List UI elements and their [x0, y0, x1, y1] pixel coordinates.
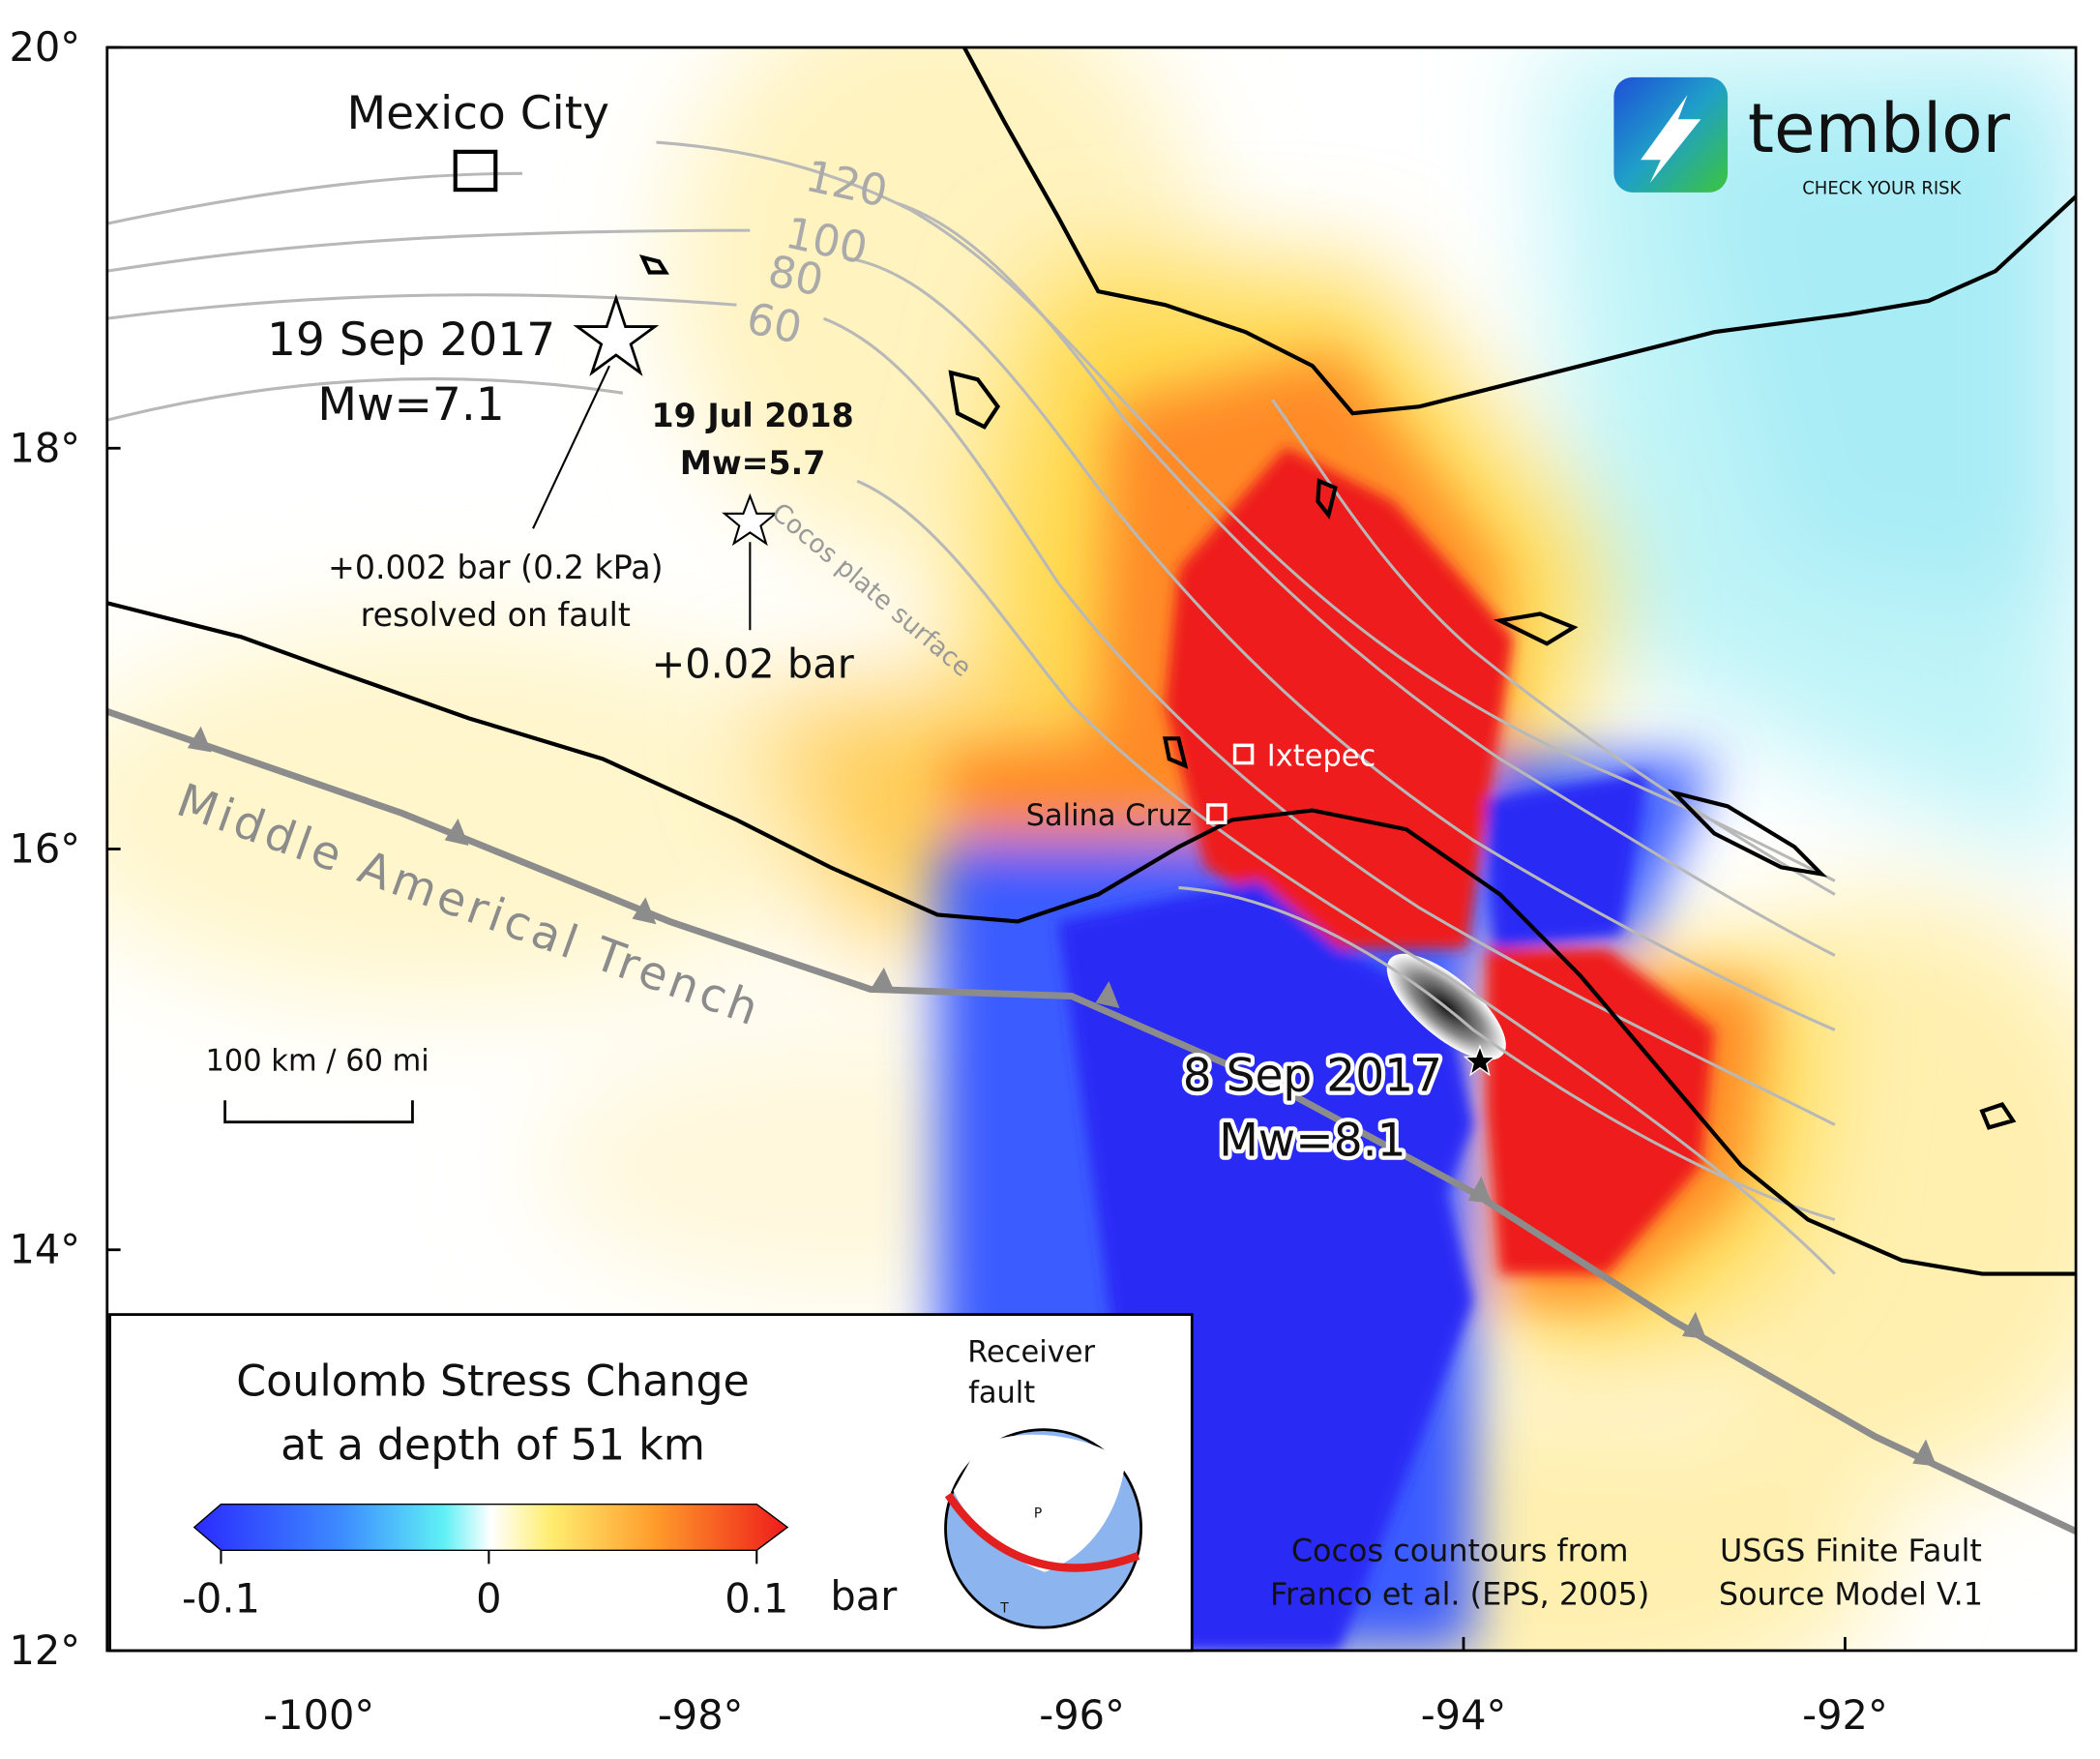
receiver-label: fault [968, 1376, 1035, 1410]
legend: Coulomb Stress Change at a depth of 51 k… [108, 1313, 1194, 1653]
event-magnitude: Mw=8.1 [1219, 1114, 1405, 1167]
slab-contours [106, 140, 1836, 1275]
event-star [1463, 1044, 1497, 1077]
y-tick-label: 12° [9, 1626, 80, 1674]
event-note: +0.002 bar (0.2 kPa) [328, 549, 664, 586]
leader-line [532, 365, 610, 529]
event-magnitude: Mw=5.7 [680, 444, 825, 482]
place-label: Ixtepec [1267, 739, 1375, 773]
event-date: 19 Sep 2017 [267, 313, 555, 367]
event-star [722, 492, 779, 547]
place-label: Mexico City [347, 87, 609, 140]
place-marker [1232, 743, 1255, 765]
credit: USGS Finite Fault [1720, 1532, 1982, 1568]
legend-title: at a depth of 51 km [281, 1419, 705, 1470]
colorbar-unit: bar [830, 1572, 898, 1620]
colorbar-tick-label: 0.1 [725, 1575, 788, 1623]
x-tick-label: -96° [1039, 1691, 1125, 1739]
trench [106, 708, 2077, 1535]
scale-bar-label: 100 km / 60 mi [206, 1044, 429, 1078]
credit: Cocos countours from [1291, 1532, 1629, 1568]
stress-field [106, 47, 2077, 1651]
event-date: 8 Sep 2017 [1183, 1049, 1442, 1102]
contour-label: 80 [764, 246, 828, 307]
x-tick-label: -94° [1421, 1691, 1507, 1739]
event-note: resolved on fault [361, 596, 631, 634]
x-tick-label: -100° [263, 1691, 374, 1739]
fault-plane [944, 1492, 1140, 1572]
y-tick-label: 20° [9, 23, 80, 71]
colorbar [192, 1503, 789, 1552]
event-star [573, 293, 660, 376]
coastlines [106, 47, 2077, 1276]
event-date: 19 Jul 2018 [652, 397, 854, 434]
scale-bar [223, 1100, 414, 1124]
event-magnitude: Mw=7.1 [317, 378, 504, 432]
axis-ticks: -100° -98° -96° -94° -92° 20° 18° 16° 14° 12° [9, 23, 1887, 1739]
event-note: +0.02 bar [651, 640, 854, 687]
logo-tagline: CHECK YOUR RISK [1802, 178, 1962, 198]
place-marker [453, 149, 498, 193]
x-tick-label: -98° [658, 1691, 744, 1739]
y-tick-label: 16° [9, 824, 80, 872]
axis-label: T [999, 1601, 1009, 1617]
receiver-label: Receiver [967, 1335, 1095, 1369]
place-label: Salina Cruz [1026, 799, 1193, 833]
credit: Source Model V.1 [1719, 1575, 1983, 1612]
x-tick-label: -92° [1802, 1691, 1888, 1739]
colorbar-tick-label: -0.1 [182, 1575, 260, 1623]
y-tick-label: 14° [9, 1226, 80, 1273]
place-marker [1206, 803, 1227, 824]
legend-title: Coulomb Stress Change [236, 1356, 750, 1406]
axis-label: P [1034, 1506, 1042, 1522]
logo-name: temblor [1748, 90, 2011, 168]
colorbar-tick-label: 0 [476, 1575, 501, 1623]
y-tick-label: 18° [9, 424, 80, 471]
contour-label: 60 [743, 293, 807, 354]
credit: Franco et al. (EPS, 2005) [1270, 1575, 1649, 1612]
logo: temblor CHECK YOUR RISK [1613, 76, 2011, 198]
